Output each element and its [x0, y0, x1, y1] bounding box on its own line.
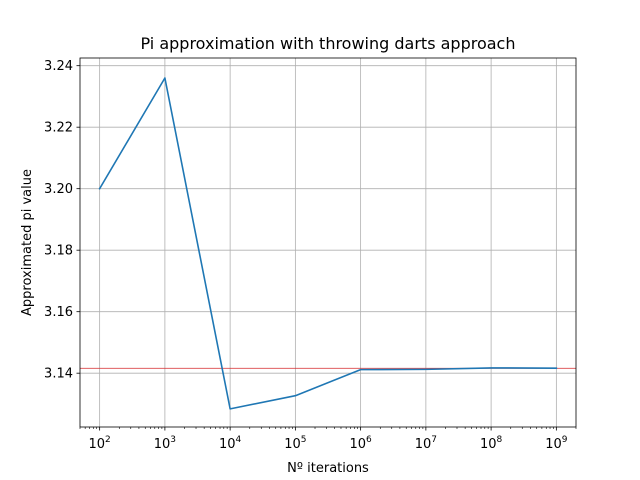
x-tick-label: 109 — [545, 435, 568, 452]
grid-layer — [80, 58, 576, 427]
y-tick-label: 3.14 — [44, 367, 73, 382]
y-tick-label: 3.18 — [44, 244, 73, 259]
y-tick-label: 3.24 — [44, 59, 73, 74]
series-layer — [80, 77, 576, 410]
x-tick-label: 107 — [415, 435, 437, 452]
x-tick-layer: 102 103 104 105 106 107 108 109 — [89, 427, 568, 452]
x-tick-label: 106 — [349, 435, 372, 452]
x-axis-label: Nº iterations — [287, 461, 369, 476]
x-tick-label: 103 — [154, 435, 176, 452]
plot-area: 102 103 104 105 106 107 108 109 3.14 3.16 3.18 3.2… — [44, 57, 577, 452]
plot-frame — [79, 57, 577, 428]
y-tick-layer: 3.14 3.16 3.18 3.20 3.22 3.24 — [44, 59, 80, 382]
y-tick-label: 3.22 — [44, 121, 73, 136]
plot-background — [80, 58, 576, 427]
x-tick-label: 105 — [284, 435, 306, 452]
y-tick-label: 3.16 — [44, 305, 73, 320]
x-tick-label: 108 — [480, 435, 503, 452]
x-tick-label: 104 — [219, 435, 242, 452]
y-tick-label: 3.20 — [44, 182, 73, 197]
x-tick-label: 102 — [89, 435, 111, 452]
series-line — [98, 77, 558, 410]
y-axis-label: Approximated pi value — [20, 169, 35, 316]
chart-title: Pi approximation with throwing darts app… — [141, 34, 516, 53]
